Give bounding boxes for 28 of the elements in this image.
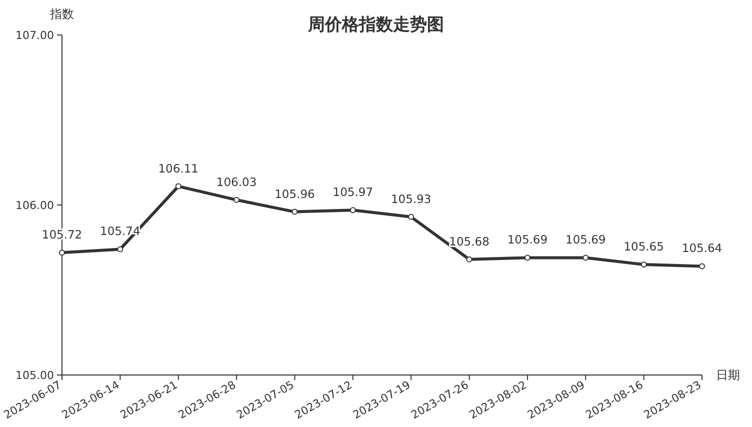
data-label: 105.68 (449, 234, 490, 248)
data-label: 105.69 (566, 232, 606, 247)
y-axis-title: 指数 (49, 7, 74, 21)
point (640, 262, 647, 268)
data-label: 106.11 (158, 161, 198, 176)
point (59, 250, 65, 256)
point (117, 246, 124, 252)
point (699, 263, 705, 270)
x-axis-title: 日期 (716, 368, 740, 382)
data-label: 105.64 (682, 241, 722, 256)
data-label: 106.03 (216, 174, 257, 189)
point (292, 208, 298, 215)
y-tick-label: 105.00 (16, 369, 54, 382)
point (582, 254, 589, 261)
point (175, 183, 182, 190)
y-tick-label: 106.00 (16, 199, 54, 212)
point (234, 196, 240, 203)
data-label: 105.69 (507, 232, 548, 247)
point (466, 256, 472, 262)
chart-title: 周价格指数走势图 (307, 15, 444, 35)
data-label: 105.93 (390, 192, 432, 206)
data-label: 105.96 (274, 186, 315, 201)
point (408, 214, 414, 220)
point (524, 254, 530, 261)
point (350, 207, 356, 214)
data-label: 105.97 (332, 185, 374, 200)
y-tick-label: 107.00 (16, 29, 54, 42)
data-label: 105.65 (624, 240, 664, 254)
